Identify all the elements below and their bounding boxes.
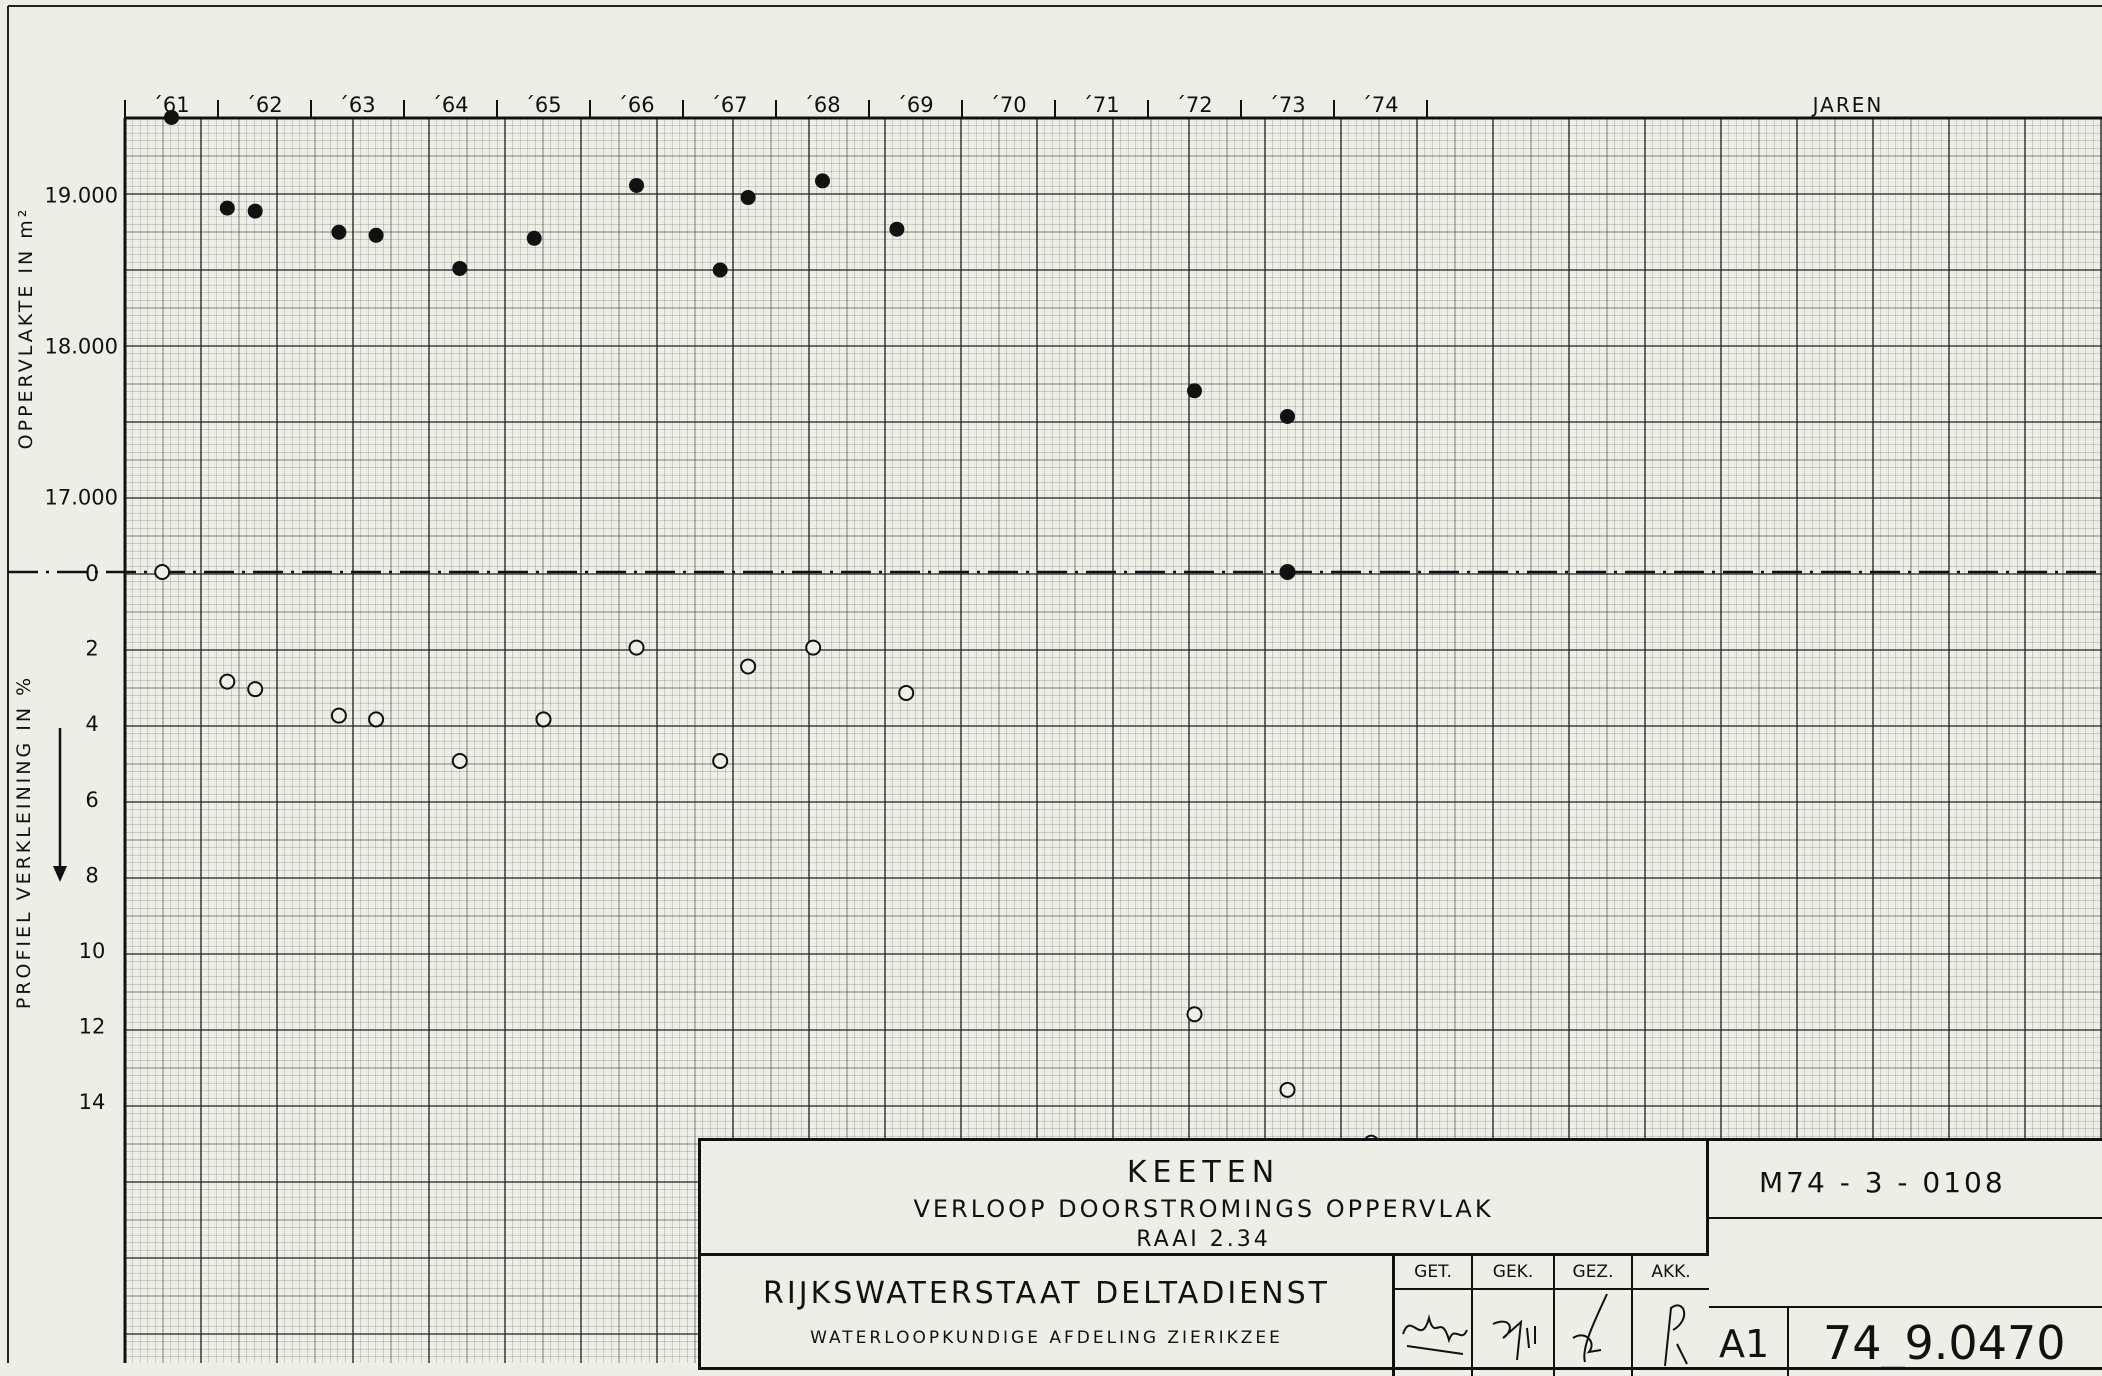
title-cell: KEETEN VERLOOP DOORSTROMINGS OPPERVLAK R… xyxy=(701,1141,1709,1256)
lower-y-axis-label: PROFIEL VERKLEINING IN % xyxy=(13,675,35,1009)
x-tick-label: ´67 xyxy=(710,93,747,117)
upper-data-point xyxy=(712,262,728,278)
signature-gez xyxy=(1572,1293,1608,1363)
upper-data-point xyxy=(629,177,644,193)
upper-data-point xyxy=(452,260,468,276)
signature-get xyxy=(1402,1314,1468,1355)
y-tick-label: 19.000 xyxy=(45,184,118,208)
signature-gek xyxy=(1492,1319,1536,1361)
x-tick-label: ´71 xyxy=(1082,93,1119,117)
y-tick-label: 12 xyxy=(79,1015,106,1039)
department-name: WATERLOOPKUNDIGE AFDELING ZIERIKZEE xyxy=(810,1328,1283,1348)
upper-data-point xyxy=(889,221,905,237)
lower-data-point xyxy=(451,753,468,769)
x-tick-labels: ´61 ´62 ´63 ´64 ´65 ´66 ´67 ´68 ´69 ´70 ´71 ´72 ´73 ´… xyxy=(124,93,1428,118)
y-tick-label: 4 xyxy=(85,712,98,736)
x-tick-label: ´63 xyxy=(338,93,375,117)
signoff-get: GET. xyxy=(1395,1256,1473,1376)
upper-data-point xyxy=(1187,383,1202,399)
zero-label: 0 xyxy=(85,562,99,587)
x-tick-label: ´74 xyxy=(1361,93,1398,117)
upper-data-point xyxy=(219,200,235,216)
y-tick-labels: 17.000 18.000 19.000 2 4 6 8 10 12 14 xyxy=(45,184,118,1115)
signature-akk xyxy=(1664,1304,1688,1367)
upper-data-point xyxy=(815,173,830,189)
upper-data-point xyxy=(740,190,756,206)
drawing-number-cell: 74_9.0470 xyxy=(1789,1306,2102,1376)
raai-label: RAAI 2.34 xyxy=(1136,1227,1271,1252)
drawing-number: 74_9.0470 xyxy=(1823,1316,2066,1370)
lower-data-point xyxy=(330,707,347,724)
x-tick-label: ´70 xyxy=(989,93,1026,117)
lower-data-point xyxy=(535,711,552,728)
upper-data-point xyxy=(247,203,263,219)
upper-data-point xyxy=(331,224,347,240)
y-tick-label: 6 xyxy=(85,788,98,812)
drawing-code: M74 - 3 - 0108 xyxy=(1759,1166,2006,1199)
signoff-akk: AKK. xyxy=(1633,1256,1709,1376)
lower-data-point xyxy=(898,684,915,701)
upper-data-point xyxy=(1280,408,1295,424)
lower-data-point xyxy=(219,673,236,690)
title-block: KEETEN VERLOOP DOORSTROMINGS OPPERVLAK R… xyxy=(698,1138,2102,1376)
x-axis-label: JAREN xyxy=(1811,93,1884,117)
y-tick-label: 17.000 xyxy=(45,486,118,510)
upper-data-point xyxy=(526,230,542,246)
x-tick-label: ´65 xyxy=(524,93,561,117)
location-title: KEETEN xyxy=(1126,1155,1281,1190)
highlight-data-point xyxy=(1279,564,1296,580)
data-points xyxy=(154,109,1380,1151)
format-cell: A1 xyxy=(1709,1306,1789,1376)
drawing-code-cell: M74 - 3 - 0108 xyxy=(1709,1141,2102,1219)
down-arrow-icon xyxy=(53,728,67,882)
organization-cell: RIJKSWATERSTAAT DELTADIENST WATERLOOPKUN… xyxy=(701,1256,1395,1376)
lower-data-point xyxy=(628,639,645,656)
signoff-gez: GEZ. xyxy=(1555,1256,1633,1376)
upper-y-axis-label: OPPERVLAKTE IN m² xyxy=(15,207,37,450)
x-tick-label: ´69 xyxy=(896,93,933,117)
lower-data-point xyxy=(154,564,171,580)
lower-data-point xyxy=(805,639,822,656)
x-tick-label: ´68 xyxy=(803,93,840,117)
x-tick-label: ´66 xyxy=(617,93,654,117)
lower-data-point xyxy=(1279,1081,1296,1098)
upper-data-point xyxy=(368,227,384,243)
y-tick-label: 10 xyxy=(79,939,106,963)
x-tick-label: ´62 xyxy=(245,93,282,117)
subject-title: VERLOOP DOORSTROMINGS OPPERVLAK xyxy=(913,1195,1494,1223)
upper-data-point xyxy=(164,109,179,125)
y-tick-label: 18.000 xyxy=(45,335,118,359)
lower-data-point xyxy=(740,658,757,675)
lower-data-point xyxy=(712,753,729,769)
x-tick-label: ´72 xyxy=(1175,93,1212,117)
x-tick-label: ´64 xyxy=(431,93,468,117)
lower-data-point xyxy=(1186,1006,1203,1023)
y-tick-label: 2 xyxy=(85,637,98,661)
lower-data-point xyxy=(368,711,385,728)
y-tick-label: 14 xyxy=(79,1090,106,1114)
organization-name: RIJKSWATERSTAAT DELTADIENST xyxy=(763,1276,1330,1311)
sheet-format: A1 xyxy=(1719,1322,1770,1366)
y-tick-label: 8 xyxy=(85,863,98,887)
signoff-gek: GEK. xyxy=(1473,1256,1555,1376)
lower-data-point xyxy=(247,681,264,698)
x-tick-label: ´73 xyxy=(1268,93,1305,117)
